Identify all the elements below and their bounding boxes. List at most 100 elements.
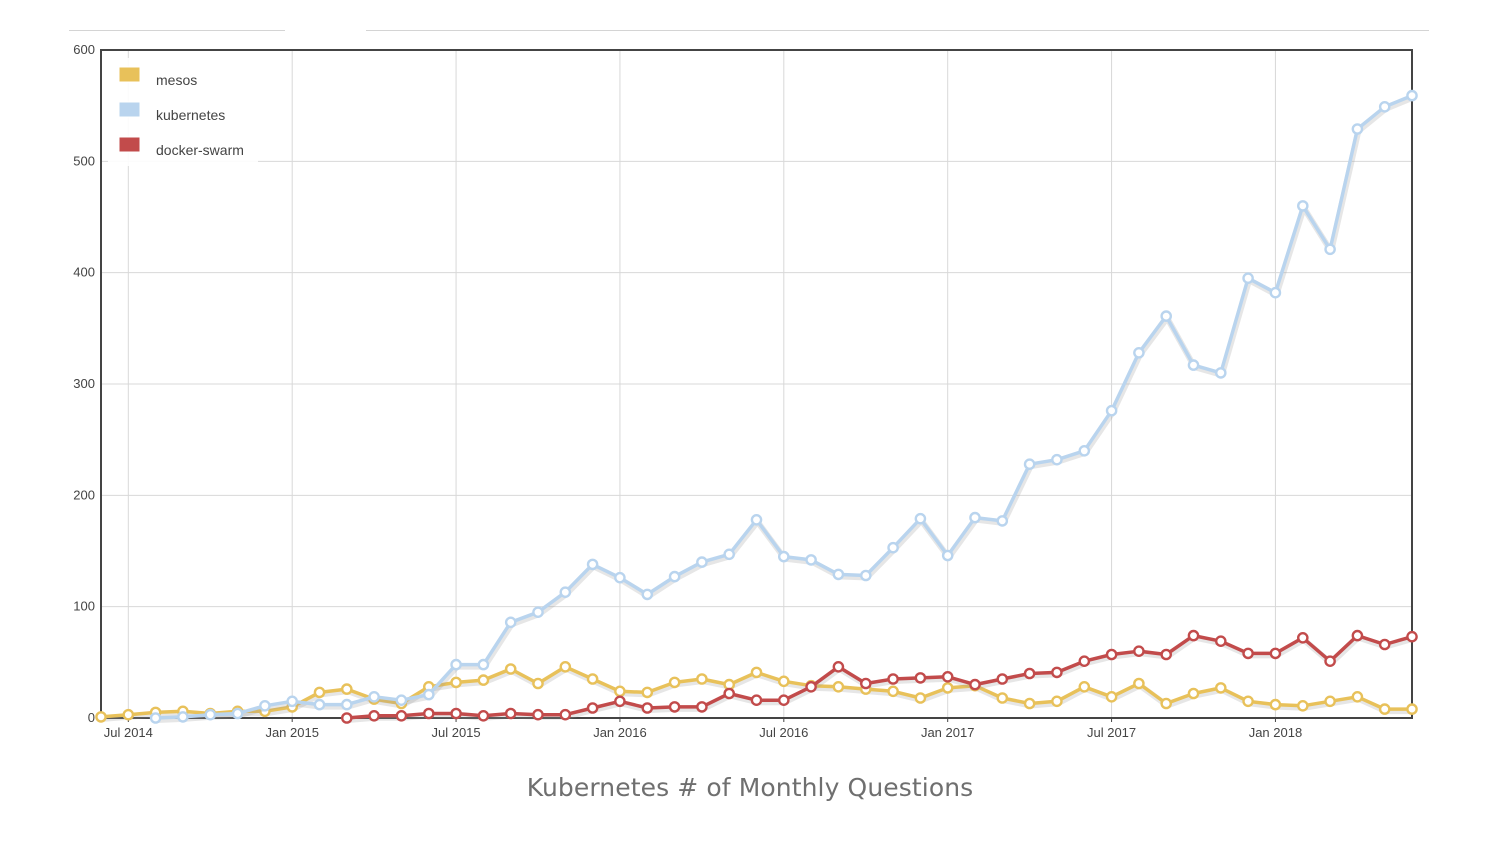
data-point bbox=[395, 694, 408, 707]
series-kubernetes bbox=[149, 89, 1418, 724]
data-point bbox=[614, 571, 626, 584]
data-point bbox=[668, 570, 681, 583]
data-point bbox=[395, 710, 408, 722]
data-point bbox=[532, 606, 544, 619]
data-point bbox=[832, 681, 845, 693]
data-point bbox=[122, 708, 135, 721]
data-point bbox=[914, 672, 927, 684]
chart-caption: Kubernetes # of Monthly Questions bbox=[526, 773, 974, 802]
y-tick-label: 100 bbox=[73, 599, 95, 614]
data-point bbox=[778, 675, 790, 688]
data-point bbox=[340, 698, 353, 711]
data-point bbox=[313, 686, 326, 699]
data-point bbox=[340, 712, 353, 724]
legend-swatch bbox=[118, 136, 141, 153]
data-point bbox=[1297, 700, 1309, 712]
data-point bbox=[1324, 243, 1336, 256]
data-point bbox=[368, 710, 380, 722]
data-point bbox=[1242, 695, 1254, 708]
data-point bbox=[860, 569, 872, 582]
data-point bbox=[1242, 272, 1254, 285]
data-point bbox=[641, 588, 654, 601]
data-point bbox=[668, 676, 681, 689]
x-tick-label: Jul 2014 bbox=[104, 725, 153, 740]
data-point bbox=[559, 661, 572, 673]
data-point bbox=[1105, 691, 1118, 703]
data-point bbox=[1215, 367, 1227, 379]
data-point bbox=[641, 702, 654, 714]
data-point bbox=[723, 548, 736, 561]
data-point bbox=[1078, 681, 1091, 693]
legend-label: kubernetes bbox=[156, 107, 225, 123]
data-point bbox=[996, 692, 1009, 704]
legend-label: docker-swarm bbox=[156, 142, 244, 158]
data-point bbox=[204, 708, 217, 721]
data-point bbox=[422, 688, 435, 701]
data-point bbox=[177, 711, 189, 723]
y-tick-label: 0 bbox=[88, 710, 95, 725]
data-point bbox=[1023, 697, 1036, 710]
data-point bbox=[313, 698, 326, 711]
data-point bbox=[914, 692, 927, 704]
data-point bbox=[887, 673, 899, 685]
data-point bbox=[778, 550, 790, 563]
x-tick-label: Jul 2015 bbox=[431, 725, 480, 740]
data-point bbox=[614, 685, 626, 698]
data-point bbox=[1378, 638, 1391, 651]
data-point bbox=[1105, 648, 1118, 661]
data-point bbox=[532, 677, 544, 690]
y-tick-label: 500 bbox=[73, 153, 95, 168]
legend: mesos kubernetes docker-swarm bbox=[108, 58, 258, 166]
data-point bbox=[1023, 667, 1036, 680]
data-point bbox=[1269, 698, 1282, 711]
data-point bbox=[696, 701, 708, 713]
legend-swatch bbox=[118, 66, 141, 83]
data-point bbox=[750, 694, 763, 707]
data-point bbox=[1078, 655, 1091, 668]
legend-label: mesos bbox=[156, 72, 197, 88]
data-point bbox=[614, 695, 626, 708]
data-point bbox=[1187, 629, 1200, 642]
data-point bbox=[778, 694, 790, 707]
series-docker-swarm bbox=[340, 629, 1418, 724]
top-rule bbox=[366, 30, 1429, 31]
x-tick-label: Jul 2016 bbox=[759, 725, 808, 740]
data-point bbox=[996, 673, 1009, 685]
data-point bbox=[1406, 630, 1418, 643]
series-line bbox=[346, 633, 1413, 720]
data-point bbox=[559, 586, 572, 599]
data-point bbox=[231, 707, 244, 720]
data-point bbox=[696, 673, 708, 685]
plot-frame bbox=[100, 49, 1413, 719]
data-point bbox=[1160, 697, 1172, 710]
data-point bbox=[832, 568, 845, 581]
data-point bbox=[1105, 404, 1118, 417]
data-point bbox=[1051, 453, 1063, 466]
data-point bbox=[750, 666, 763, 679]
data-point bbox=[504, 616, 517, 629]
data-point bbox=[1406, 89, 1418, 102]
data-point bbox=[95, 711, 107, 723]
data-point bbox=[805, 554, 817, 566]
x-axis: Jul 2014 Jan 2015 Jul 2015 Jan 2016 Jul 2016… bbox=[104, 718, 1302, 740]
data-point bbox=[1378, 703, 1391, 715]
data-point bbox=[641, 686, 654, 699]
top-rule bbox=[69, 30, 285, 31]
data-point bbox=[286, 695, 299, 708]
data-point bbox=[887, 685, 899, 698]
data-point bbox=[477, 658, 490, 671]
data-point bbox=[969, 678, 981, 691]
data-point bbox=[723, 687, 736, 700]
data-point bbox=[1215, 635, 1227, 648]
series-mesos bbox=[95, 661, 1418, 723]
data-point bbox=[805, 681, 817, 693]
data-point bbox=[1051, 695, 1063, 708]
data-point bbox=[1242, 647, 1254, 660]
data-point bbox=[1324, 655, 1336, 668]
series-layer bbox=[95, 89, 1418, 724]
data-point bbox=[1023, 458, 1036, 471]
data-point bbox=[1297, 632, 1309, 644]
gridlines bbox=[101, 50, 1412, 718]
data-point bbox=[1297, 200, 1309, 212]
